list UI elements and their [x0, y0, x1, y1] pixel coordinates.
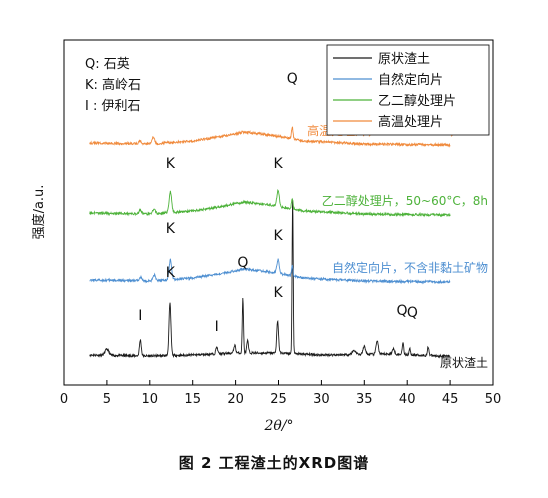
- x-tick-label: 40: [399, 392, 416, 407]
- peak-label: Q: [237, 255, 248, 271]
- peak-label: K: [166, 221, 176, 237]
- peak-label: I: [138, 308, 142, 324]
- peak-label: K: [166, 156, 176, 172]
- series-line-4: [89, 126, 451, 148]
- series-line-3: [89, 189, 451, 218]
- series-label-1: 原状渣土: [440, 356, 488, 370]
- series-line-2: [89, 258, 451, 285]
- x-axis: 0 5 10 15 20 25 30 35 40 45 50: [60, 380, 501, 407]
- x-tick-label: 10: [142, 392, 159, 407]
- x-tick-label: 30: [313, 392, 330, 407]
- curves-layer: [89, 126, 451, 359]
- x-tick-label: 20: [227, 392, 244, 407]
- x-tick-label: 35: [356, 392, 373, 407]
- legend-label: 乙二醇处理片: [378, 93, 456, 109]
- series-labels: 原状渣土自然定向片，不含非黏土矿物乙二醇处理片，50~60°C，8h高温处理片，…: [307, 123, 488, 370]
- x-axis-label: 2θ/°: [263, 418, 293, 434]
- series-label-2: 自然定向片，不含非黏土矿物: [332, 260, 488, 275]
- x-tick-label: 25: [270, 392, 287, 407]
- x-tick-label: 5: [103, 392, 111, 407]
- peak-label: Q: [397, 303, 408, 319]
- legend-label: 原状渣土: [378, 52, 430, 67]
- legend-label: 自然定向片: [378, 72, 443, 88]
- peak-label: K: [273, 285, 283, 301]
- series-line-1: [89, 199, 451, 359]
- mineral-key-quartz: Q: 石英: [85, 57, 130, 72]
- mineral-key: Q: 石英 K: 高岭石 I : 伊利石: [85, 57, 141, 114]
- x-tick-label: 0: [60, 392, 68, 407]
- peak-label: I: [215, 319, 219, 335]
- x-tick-label: 15: [184, 392, 201, 407]
- mineral-key-kaolinite: K: 高岭石: [85, 77, 141, 93]
- peak-label: Q: [407, 305, 418, 321]
- mineral-key-illite: I : 伊利石: [85, 99, 140, 114]
- figure-caption: 图 2 工程渣土的XRD图谱: [178, 454, 370, 472]
- peak-label: K: [166, 265, 176, 281]
- peak-label: Q: [287, 71, 298, 87]
- y-axis-label: 强度/a.u.: [31, 185, 47, 240]
- series-label-3: 乙二醇处理片，50~60°C，8h: [322, 193, 488, 208]
- legend-box: [326, 44, 490, 136]
- x-tick-label: 50: [485, 392, 502, 407]
- peak-label: K: [273, 228, 283, 244]
- peak-label: K: [273, 156, 283, 172]
- legend-label: 高温处理片: [378, 114, 443, 130]
- x-tick-label: 45: [442, 392, 459, 407]
